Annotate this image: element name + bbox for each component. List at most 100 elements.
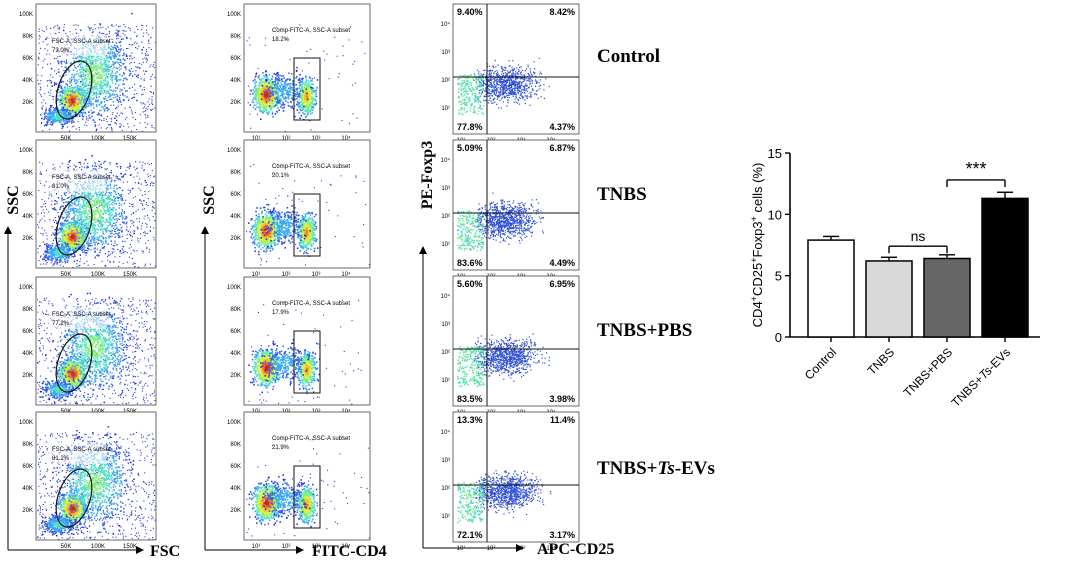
- y-tick-label: 20K: [230, 100, 241, 106]
- gate-rectangle: [293, 330, 321, 394]
- density-dots: [246, 164, 370, 266]
- y-tick-label: 80K: [230, 170, 241, 176]
- x-tick-label: 10²: [282, 136, 291, 142]
- x-tick-label-2: TNBS: [865, 345, 898, 378]
- bar-TNBS: [865, 260, 913, 338]
- quadrant-dots: [457, 333, 550, 387]
- y-tick-label: 10⁴: [441, 429, 451, 436]
- row-label-1: Control: [597, 46, 660, 67]
- x-tick-label: 10⁴: [341, 408, 351, 415]
- gate-percent: 73.0%: [52, 48, 70, 54]
- quadrant-panel-2: 5.09%6.87%83.6%4.49%10⁴10³10²10¹10¹10²10…: [441, 139, 580, 280]
- y-tick-label: 20K: [22, 100, 33, 106]
- y-tick-label: 60K: [22, 329, 33, 335]
- y-tick-label: 20K: [22, 373, 33, 379]
- gate-percent: 81.0%: [52, 184, 70, 190]
- y-tick-label: 40K: [22, 351, 33, 357]
- x-tick-label: 100K: [91, 272, 105, 278]
- x-tick-label: 150K: [123, 272, 137, 278]
- y-tick-label: 10²: [441, 486, 450, 492]
- y-tick-label: 100K: [19, 285, 33, 291]
- quadrant-ur-percent: 11.4%: [550, 415, 575, 425]
- gate-percent: 17.9%: [272, 310, 290, 316]
- y-axis-title: CD4+CD25+Foxp3+ cells (%): [749, 163, 765, 328]
- quadrant-panel-4: 13.3% 11.4% 72.1% 3.17% 10⁴ 10³ 10² 10¹ 10¹ 10² 10…: [441, 411, 580, 552]
- y-tick-label: 80K: [22, 34, 33, 40]
- y-tick-label: 10³: [441, 50, 450, 56]
- y-tick-label: 10³: [441, 322, 450, 328]
- gate-name: FSC-A, SSC-A subset: [52, 175, 111, 181]
- scatter-column-fsc-ssc: FSC-A, SSC-A subset 73.0% 100K 80K 60K 40K 20K…: [4, 3, 180, 560]
- row-label-4: TNBS+Ts-EVs: [597, 458, 715, 479]
- y-tick-label: 0: [775, 330, 782, 345]
- bar-TNBS+Ts-EVs: [981, 197, 1029, 338]
- y-tick-label: 10: [768, 207, 782, 222]
- y-tick-label: 20K: [230, 508, 241, 514]
- y-tick-label: 10¹: [441, 378, 450, 384]
- y-tick-label: 80K: [22, 307, 33, 313]
- y-tick-label: 60K: [22, 56, 33, 62]
- x-axis-arrow: [296, 546, 304, 554]
- gate-rectangle: [293, 57, 321, 121]
- y-tick-label: 10²: [441, 350, 450, 356]
- y-axis-label: SSC: [201, 185, 218, 214]
- x-axis-label: APC-CD25: [537, 541, 614, 558]
- x-tick-label: 10¹: [252, 136, 261, 142]
- y-tick-label: 100K: [19, 148, 33, 154]
- x-tick-label: 50K: [61, 272, 72, 278]
- y-tick-label: 100K: [19, 420, 33, 426]
- gate-name: Comp-FITC-A, SSC-A subset: [272, 436, 350, 442]
- y-axis-arrow: [419, 246, 427, 254]
- panel-frame: [452, 411, 580, 543]
- panel-frame: [243, 276, 371, 406]
- gate-name: Comp-FITC-A, SSC-A subset: [272, 28, 350, 34]
- y-tick-label: 10²: [441, 78, 450, 84]
- y-tick-label: 60K: [230, 464, 241, 470]
- scatter-panel-cd4-3: Comp-FITC-A, SSC-A subset 17.9% 100K 80K 60K…: [227, 276, 371, 415]
- y-tick-label: 40K: [230, 214, 241, 220]
- significance-label: ***: [965, 159, 986, 179]
- density-dots: [246, 24, 366, 132]
- y-tick-label: 40K: [230, 486, 241, 492]
- quadrant-lr-percent: 4.37%: [549, 122, 575, 132]
- x-tick-label: 10³: [312, 544, 321, 550]
- scatter-panel-cd4-4: Comp-FITC-A, SSC-A subset 21.9% 100K 80K 60K…: [227, 411, 371, 550]
- quadrant-ur-percent: 6.95%: [549, 279, 575, 289]
- x-tick-label-3: TNBS+PBS: [901, 345, 955, 399]
- x-tick-label: 10⁴: [546, 545, 556, 552]
- gate-label-bg: [48, 307, 106, 329]
- gate-percent: 21.9%: [272, 445, 290, 451]
- significance-bracket-2: ***: [946, 159, 1006, 187]
- y-tick-label: 40K: [22, 214, 33, 220]
- row-label-3: TNBS+PBS: [597, 320, 692, 341]
- x-tick-label-4: TNBS+Ts-EVs: [949, 345, 1014, 410]
- axes-col2: SSC FITC-CD4: [201, 185, 387, 560]
- axes-col1: SSC FSC: [4, 185, 180, 560]
- scatter-panel-fsc-4: FSC-A, SSC-A subset 81.2% 100K 80K 60K 40K 20K…: [19, 411, 157, 550]
- y-tick-label: 40K: [22, 486, 33, 492]
- y-tick-label: 100K: [227, 420, 241, 426]
- scatter-panel-cd4-2: Comp-FITC-A, SSC-A subset 20.1% 100K 80K 60K…: [227, 139, 371, 278]
- density-dots: [248, 299, 362, 405]
- gate-ellipse: [55, 333, 93, 393]
- x-tick-label: 10⁴: [341, 135, 351, 142]
- gate-rectangle: [293, 465, 321, 529]
- x-tick-label: 10²: [487, 546, 496, 552]
- gate-name: FSC-A, SSC-A subset: [52, 39, 111, 45]
- x-tick-label: 10¹: [457, 546, 466, 552]
- y-tick-label: 10²: [441, 214, 450, 220]
- y-axis-arrow: [201, 226, 209, 234]
- y-tick-label: 5: [775, 269, 782, 284]
- scatter-panel-fsc-1: FSC-A, SSC-A subset 73.0% 100K 80K 60K 40K 20K…: [19, 3, 157, 142]
- y-tick-label: 10³: [441, 458, 450, 464]
- y-tick-label: 10³: [441, 186, 450, 192]
- y-tick-label: 80K: [230, 34, 241, 40]
- y-tick-label: 15: [768, 146, 782, 161]
- x-tick-label: 100K: [91, 544, 105, 550]
- x-axis-arrow: [136, 546, 144, 554]
- x-tick-label: 10¹: [252, 272, 261, 278]
- x-tick-label: 150K: [123, 136, 137, 142]
- scatter-panel-cd4-1: Comp-FITC-A, SSC-A subset 18.2% 100K 80K 60K…: [227, 3, 371, 142]
- x-tick-label: 50K: [61, 544, 72, 550]
- axes-col3: PE-Foxp3 APC-CD25: [419, 141, 614, 558]
